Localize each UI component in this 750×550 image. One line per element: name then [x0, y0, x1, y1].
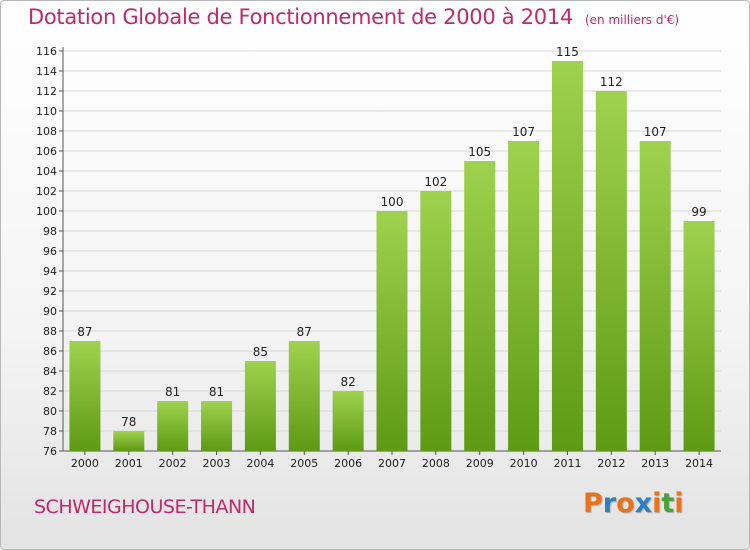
bar [69, 341, 101, 451]
x-tick-label: 2000 [71, 457, 99, 470]
y-tick-label: 82 [43, 385, 57, 398]
x-tick-label: 2002 [159, 457, 187, 470]
x-tick-label: 2009 [466, 457, 494, 470]
y-tick-label: 112 [36, 85, 57, 98]
bar-value-label: 107 [644, 125, 667, 139]
bar [201, 401, 233, 451]
y-tick-label: 94 [43, 265, 57, 278]
chart-unit-label: (en milliers d'€) [584, 13, 680, 27]
bar-value-label: 112 [600, 75, 623, 89]
commune-name: SCHWEIGHOUSE-THANN [34, 496, 256, 518]
bar-value-label: 82 [340, 375, 355, 389]
x-tick-label: 2004 [246, 457, 274, 470]
bar [244, 361, 276, 451]
logo-letter: t [661, 488, 675, 519]
bar [332, 391, 364, 451]
x-tick-label: 2008 [422, 457, 450, 470]
x-tick-label: 2003 [203, 457, 231, 470]
bar-value-label: 85 [253, 345, 268, 359]
x-tick-label: 2006 [334, 457, 362, 470]
x-tick-label: 2001 [115, 457, 143, 470]
title-row: Dotation Globale de Fonctionnement de 20… [28, 5, 679, 29]
x-tick-label: 2013 [641, 457, 669, 470]
x-tick-label: 2007 [378, 457, 406, 470]
bar-value-label: 81 [165, 385, 180, 399]
bar [639, 141, 671, 451]
y-tick-label: 86 [43, 345, 57, 358]
x-tick-label: 2012 [597, 457, 625, 470]
y-tick-label: 76 [43, 445, 57, 458]
y-tick-label: 80 [43, 405, 57, 418]
y-tick-label: 92 [43, 285, 57, 298]
logo-letter: x [634, 488, 653, 519]
logo-letter: i [652, 488, 662, 519]
bar-value-label: 105 [468, 145, 491, 159]
y-tick-label: 110 [36, 105, 57, 118]
x-tick-label: 2011 [553, 457, 581, 470]
x-tick-label: 2010 [510, 457, 538, 470]
y-tick-label: 98 [43, 225, 57, 238]
logo-letter: o [616, 488, 635, 519]
y-tick-label: 78 [43, 425, 57, 438]
bar [113, 431, 145, 451]
bar-value-label: 99 [691, 205, 706, 219]
bar [157, 401, 189, 451]
bar-value-label: 87 [297, 325, 312, 339]
bar [288, 341, 320, 451]
chart-title: Dotation Globale de Fonctionnement de 20… [28, 5, 573, 29]
bars [69, 61, 715, 451]
bar [551, 61, 583, 451]
bar-value-label: 102 [424, 175, 447, 189]
data-labels: 87 78 81 81 85 87 82 100 102 105 107 115 112 107 99 [77, 45, 706, 429]
x-tick-label: 2005 [290, 457, 318, 470]
y-tick-label: 102 [36, 185, 57, 198]
bar-value-label: 78 [121, 415, 136, 429]
y-tick-label: 108 [36, 125, 57, 138]
logo-letter: r [602, 488, 617, 519]
proxiti-logo[interactable]: Proxiti [583, 488, 684, 519]
y-tick-label: 116 [36, 45, 57, 58]
bar [376, 211, 408, 451]
bar-value-label: 115 [556, 45, 579, 59]
bar [464, 161, 496, 451]
bar [683, 221, 715, 451]
y-tick-label: 114 [36, 65, 57, 78]
y-tick-label: 106 [36, 145, 57, 158]
logo-letter: i [674, 488, 684, 519]
bar [508, 141, 540, 451]
y-tick-label: 100 [36, 205, 57, 218]
y-tick-label: 90 [43, 305, 57, 318]
bar-value-label: 81 [209, 385, 224, 399]
bar-value-label: 100 [381, 195, 404, 209]
x-tick-label: 2014 [685, 457, 713, 470]
axes: 76 78 80 82 84 86 88 90 92 94 96 98 100 102 104 106 108 1… [36, 45, 721, 470]
y-tick-label: 96 [43, 245, 57, 258]
bar [420, 191, 452, 451]
y-tick-label: 88 [43, 325, 57, 338]
bar-value-label: 87 [77, 325, 92, 339]
y-tick-label: 104 [36, 165, 57, 178]
logo-letter: P [583, 488, 603, 519]
y-tick-label: 84 [43, 365, 57, 378]
bar [595, 91, 627, 451]
bar-value-label: 107 [512, 125, 535, 139]
